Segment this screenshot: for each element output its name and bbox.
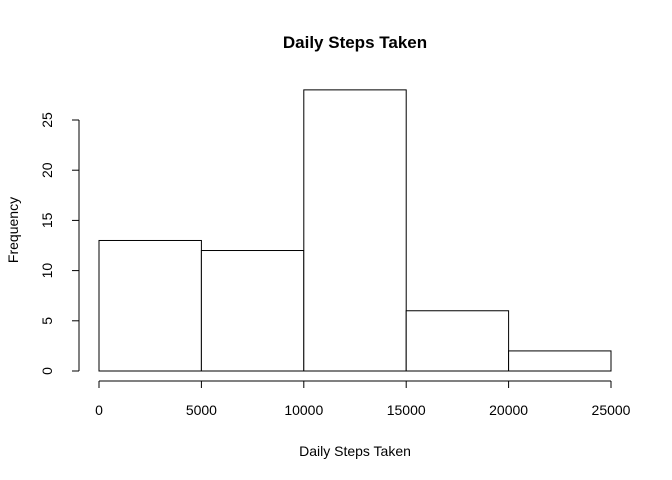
y-tick-label-0: 0 <box>39 367 55 375</box>
histogram-bars <box>98 89 612 372</box>
chart-title: Daily Steps Taken <box>283 33 427 52</box>
histogram-bar-1 <box>98 239 202 372</box>
y-tick-label-15: 15 <box>39 212 55 228</box>
x-tick-label-0: 0 <box>95 402 103 418</box>
histogram-bar-3 <box>303 89 407 372</box>
histogram-bar-4 <box>405 310 510 372</box>
y-tick-label-20: 20 <box>39 162 55 178</box>
x-axis-label: Daily Steps Taken <box>299 443 411 459</box>
histogram-bar-5 <box>508 350 612 372</box>
y-axis-label: Frequency <box>5 197 21 263</box>
x-tick-label-25000: 25000 <box>592 402 631 418</box>
x-tick-label-15000: 15000 <box>387 402 426 418</box>
x-tick-label-10000: 10000 <box>284 402 323 418</box>
y-tick-label-25: 25 <box>39 112 55 128</box>
x-axis: 0 5000 10000 15000 20000 25000 <box>95 380 631 418</box>
histogram-bar-2 <box>200 250 305 372</box>
x-tick-label-5000: 5000 <box>186 402 217 418</box>
y-tick-label-10: 10 <box>39 263 55 279</box>
x-tick-label-20000: 20000 <box>489 402 528 418</box>
y-axis: 0 5 10 15 20 25 <box>39 112 80 375</box>
y-tick-label-5: 5 <box>39 317 55 325</box>
